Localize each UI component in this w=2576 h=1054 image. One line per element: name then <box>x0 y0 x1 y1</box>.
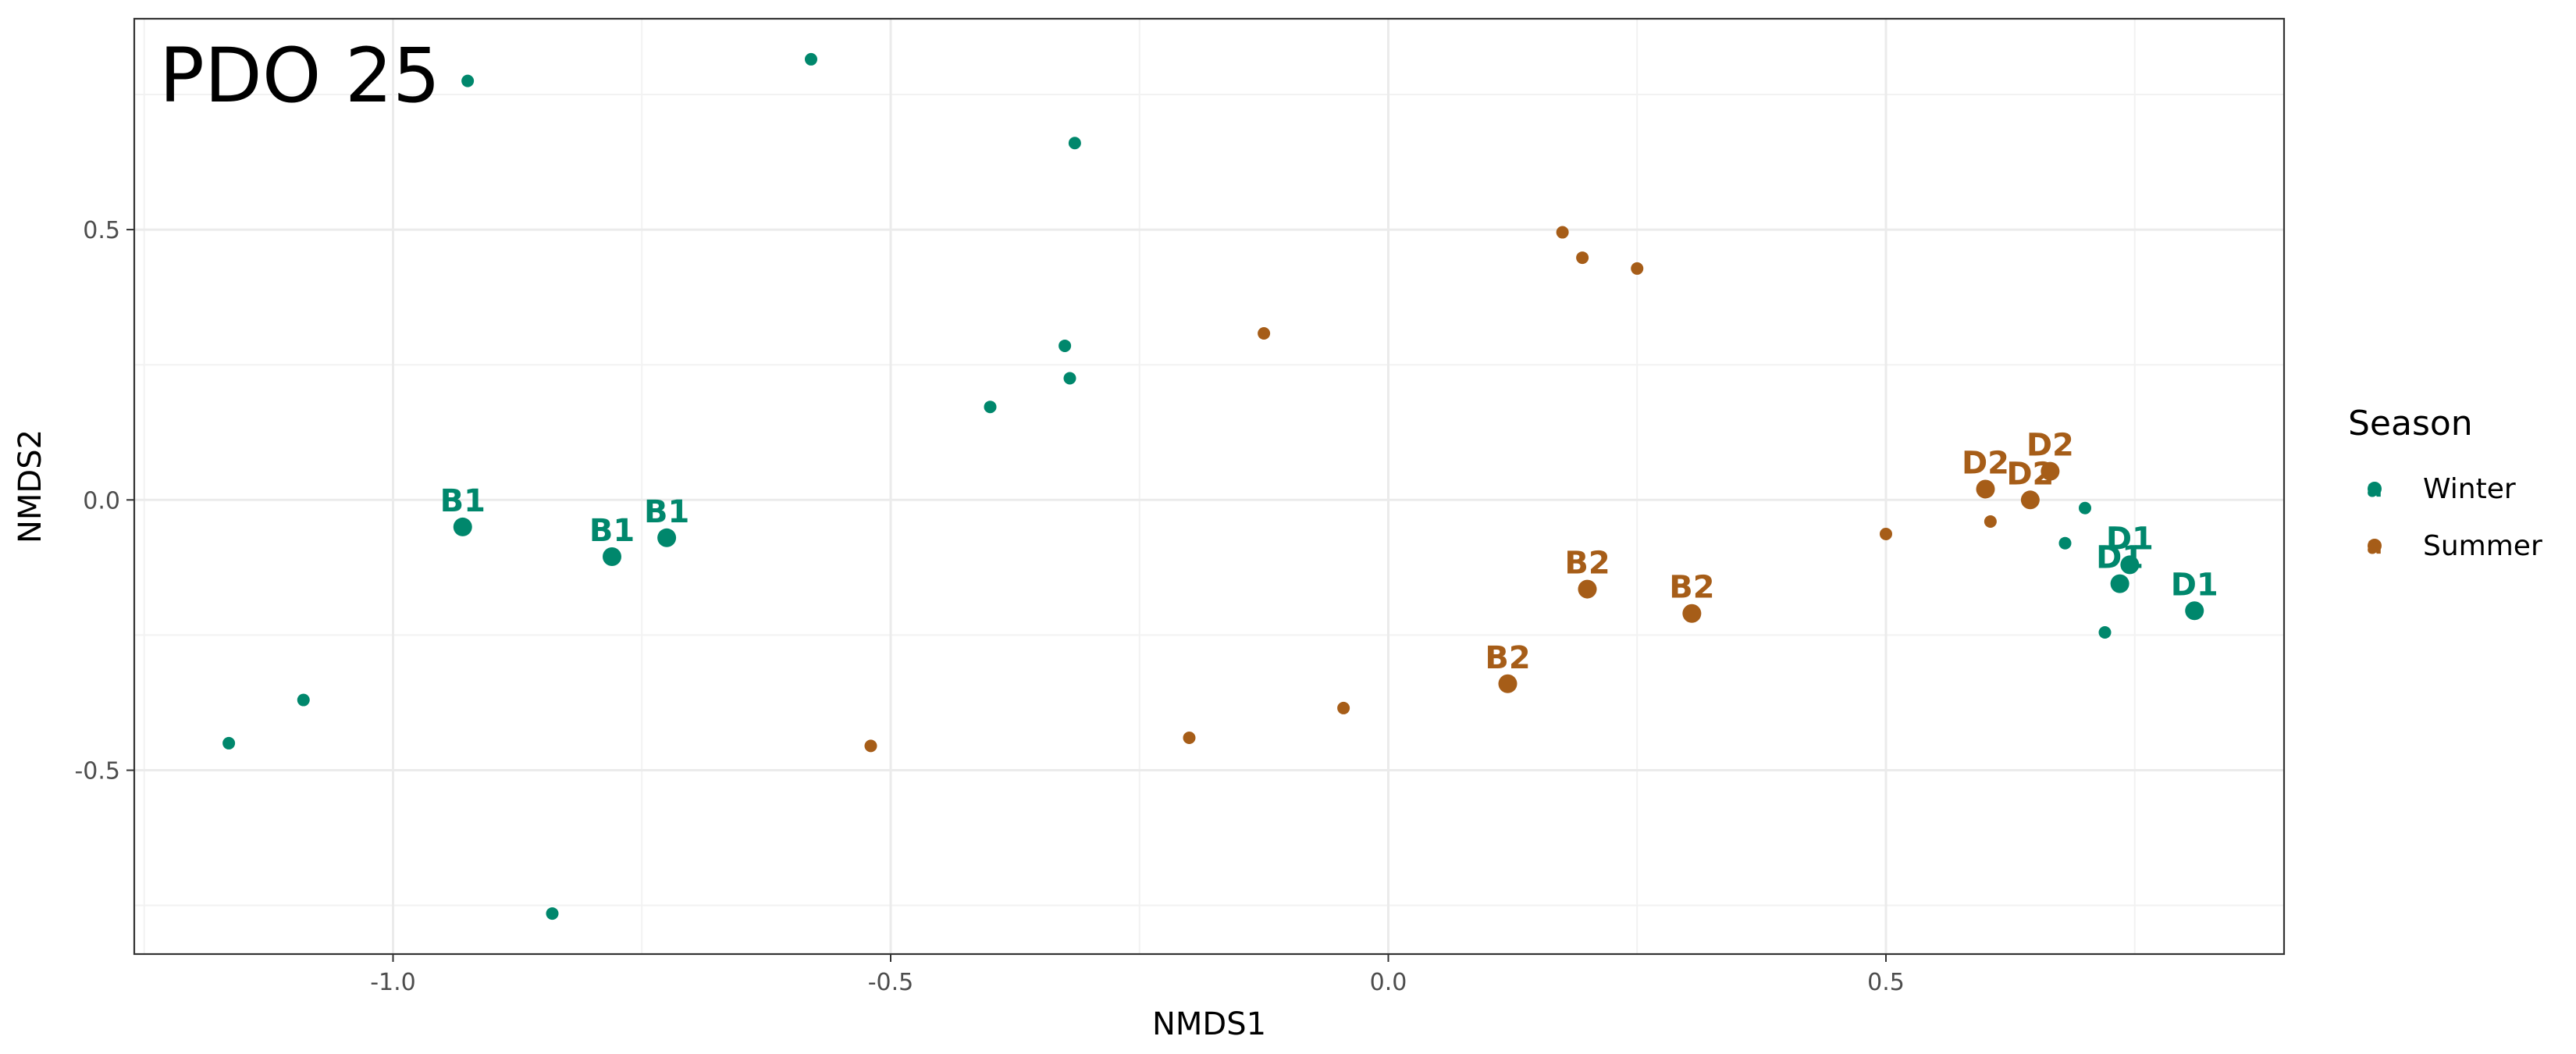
point-summer <box>1576 251 1589 265</box>
point-summer <box>1984 515 1997 529</box>
point-label-summer: D2 <box>2006 456 2054 492</box>
point-winter <box>1068 137 1081 150</box>
labeled-point-winter <box>453 517 472 536</box>
legend-label-summer: Summer <box>2423 530 2542 562</box>
y-tick-label: -0.5 <box>74 758 120 785</box>
plot-panel-border <box>133 17 2286 956</box>
legend-key-winter-dot <box>2368 482 2382 496</box>
legend: Season a Winter a Summer <box>2348 404 2542 562</box>
x-tick-label: 0.5 <box>1867 969 1905 996</box>
point-label-summer: D2 <box>2026 428 2074 464</box>
point-label-summer: B2 <box>1564 546 1610 582</box>
y-tick-label: 0.0 <box>83 487 120 515</box>
legend-entry-winter: a Winter <box>2367 473 2516 505</box>
point-label-summer: B2 <box>1669 570 1714 606</box>
labeled-point-summer <box>2041 461 2060 481</box>
point-summer <box>1258 327 1271 340</box>
x-axis: -1.0 -0.5 0.0 0.5 <box>370 954 1905 996</box>
x-tick-label: -1.0 <box>370 969 416 996</box>
x-tick-label: 0.0 <box>1370 969 1407 996</box>
grid-major <box>134 19 2284 954</box>
point-winter <box>1059 339 1072 352</box>
point-label-summer: D2 <box>1962 445 2009 481</box>
data-points <box>222 52 2204 920</box>
legend-title: Season <box>2348 404 2473 443</box>
point-label-winter: D1 <box>2106 521 2154 557</box>
point-winter <box>805 52 817 66</box>
point-summer <box>1631 262 1644 275</box>
point-summer <box>864 739 877 753</box>
legend-entry-summer: a Summer <box>2367 530 2542 562</box>
point-summer <box>1880 527 1892 540</box>
labeled-point-summer <box>1976 479 1995 499</box>
point-winter <box>461 74 475 87</box>
point-summer <box>1337 701 1350 714</box>
point-winter <box>222 736 236 750</box>
legend-label-winter: Winter <box>2423 473 2516 505</box>
point-winter <box>984 401 997 414</box>
y-tick-label: 0.5 <box>83 217 120 244</box>
labeled-point-summer <box>1498 674 1517 693</box>
grid-minor <box>134 19 2284 954</box>
x-axis-title: NMDS1 <box>1152 1006 1266 1042</box>
point-label-winter: B1 <box>440 483 486 519</box>
point-label-winter: B1 <box>644 494 689 530</box>
point-winter <box>2058 536 2072 550</box>
point-winter <box>2098 625 2112 639</box>
point-winter <box>2079 501 2091 515</box>
labeled-point-winter <box>2120 555 2140 575</box>
labeled-point-summer <box>1578 579 1597 599</box>
y-axis-title: NMDS2 <box>12 429 48 543</box>
legend-key-summer-glyph: a <box>2367 532 2382 560</box>
point-winter <box>1063 372 1076 385</box>
point-label-winter: B1 <box>589 513 635 549</box>
chart-title: PDO 25 <box>159 32 440 119</box>
labeled-point-winter <box>657 528 677 547</box>
point-label-winter: D1 <box>2096 540 2144 576</box>
legend-key-summer-dot <box>2368 539 2382 553</box>
point-label-winter: D1 <box>2171 567 2218 603</box>
x-tick-label: -0.5 <box>868 969 914 996</box>
point-label-summer: B2 <box>1485 640 1530 676</box>
plot-panel-background <box>134 19 2284 954</box>
legend-key-winter-glyph: a <box>2367 475 2382 503</box>
labeled-point-winter <box>603 547 621 567</box>
y-axis: -0.5 0.0 0.5 <box>74 217 134 785</box>
labeled-point-winter <box>2185 601 2204 621</box>
point-winter <box>546 907 559 920</box>
point-winter <box>297 693 310 707</box>
labeled-point-summer <box>1682 604 1702 623</box>
labeled-point-winter <box>2110 574 2129 593</box>
point-summer <box>1183 732 1196 745</box>
labeled-point-summer <box>2020 490 2040 510</box>
point-summer <box>1556 226 1569 239</box>
